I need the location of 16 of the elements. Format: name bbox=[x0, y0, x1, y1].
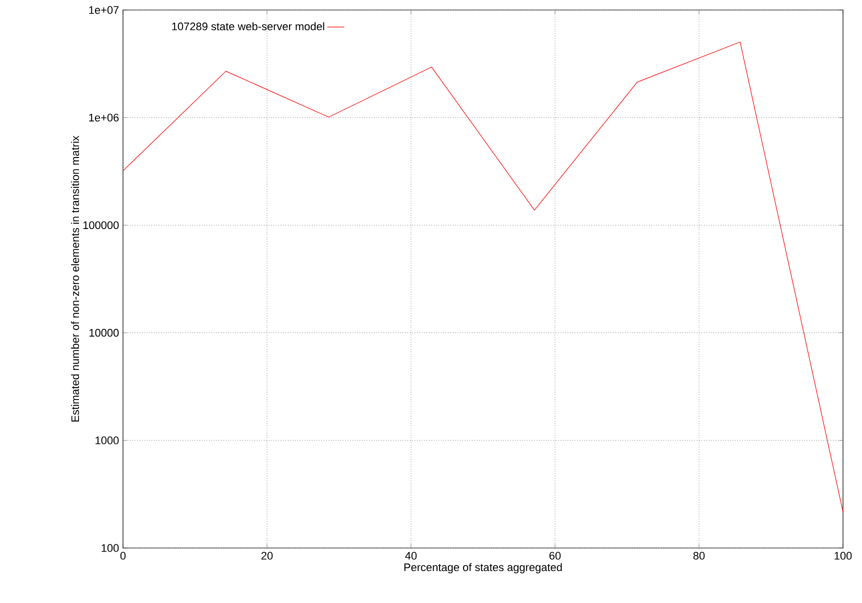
y-tick-label: 1e+07 bbox=[89, 6, 119, 14]
y-tick-label: 100 bbox=[102, 544, 119, 552]
x-tick-label: 80 bbox=[693, 552, 705, 560]
x-tick-label: 20 bbox=[261, 552, 273, 560]
y-tick-label: 1000 bbox=[96, 436, 119, 444]
x-tick-label: 100 bbox=[834, 552, 852, 560]
y-tick-label: 10000 bbox=[90, 328, 119, 337]
legend-label: 107289 state web-server model bbox=[172, 22, 324, 30]
y-tick-label: 1e+06 bbox=[89, 114, 119, 122]
x-tick-label: 40 bbox=[405, 552, 417, 560]
line-series bbox=[123, 42, 844, 512]
x-tick-label: 60 bbox=[549, 552, 561, 560]
x-axis-title: Percentage of states aggregated bbox=[404, 563, 562, 574]
x-tick-label: 0 bbox=[120, 552, 126, 560]
y-axis-title: Estimated number of non-zero elements in transition matrix bbox=[71, 136, 80, 422]
y-tick-label: 100000 bbox=[83, 221, 119, 230]
